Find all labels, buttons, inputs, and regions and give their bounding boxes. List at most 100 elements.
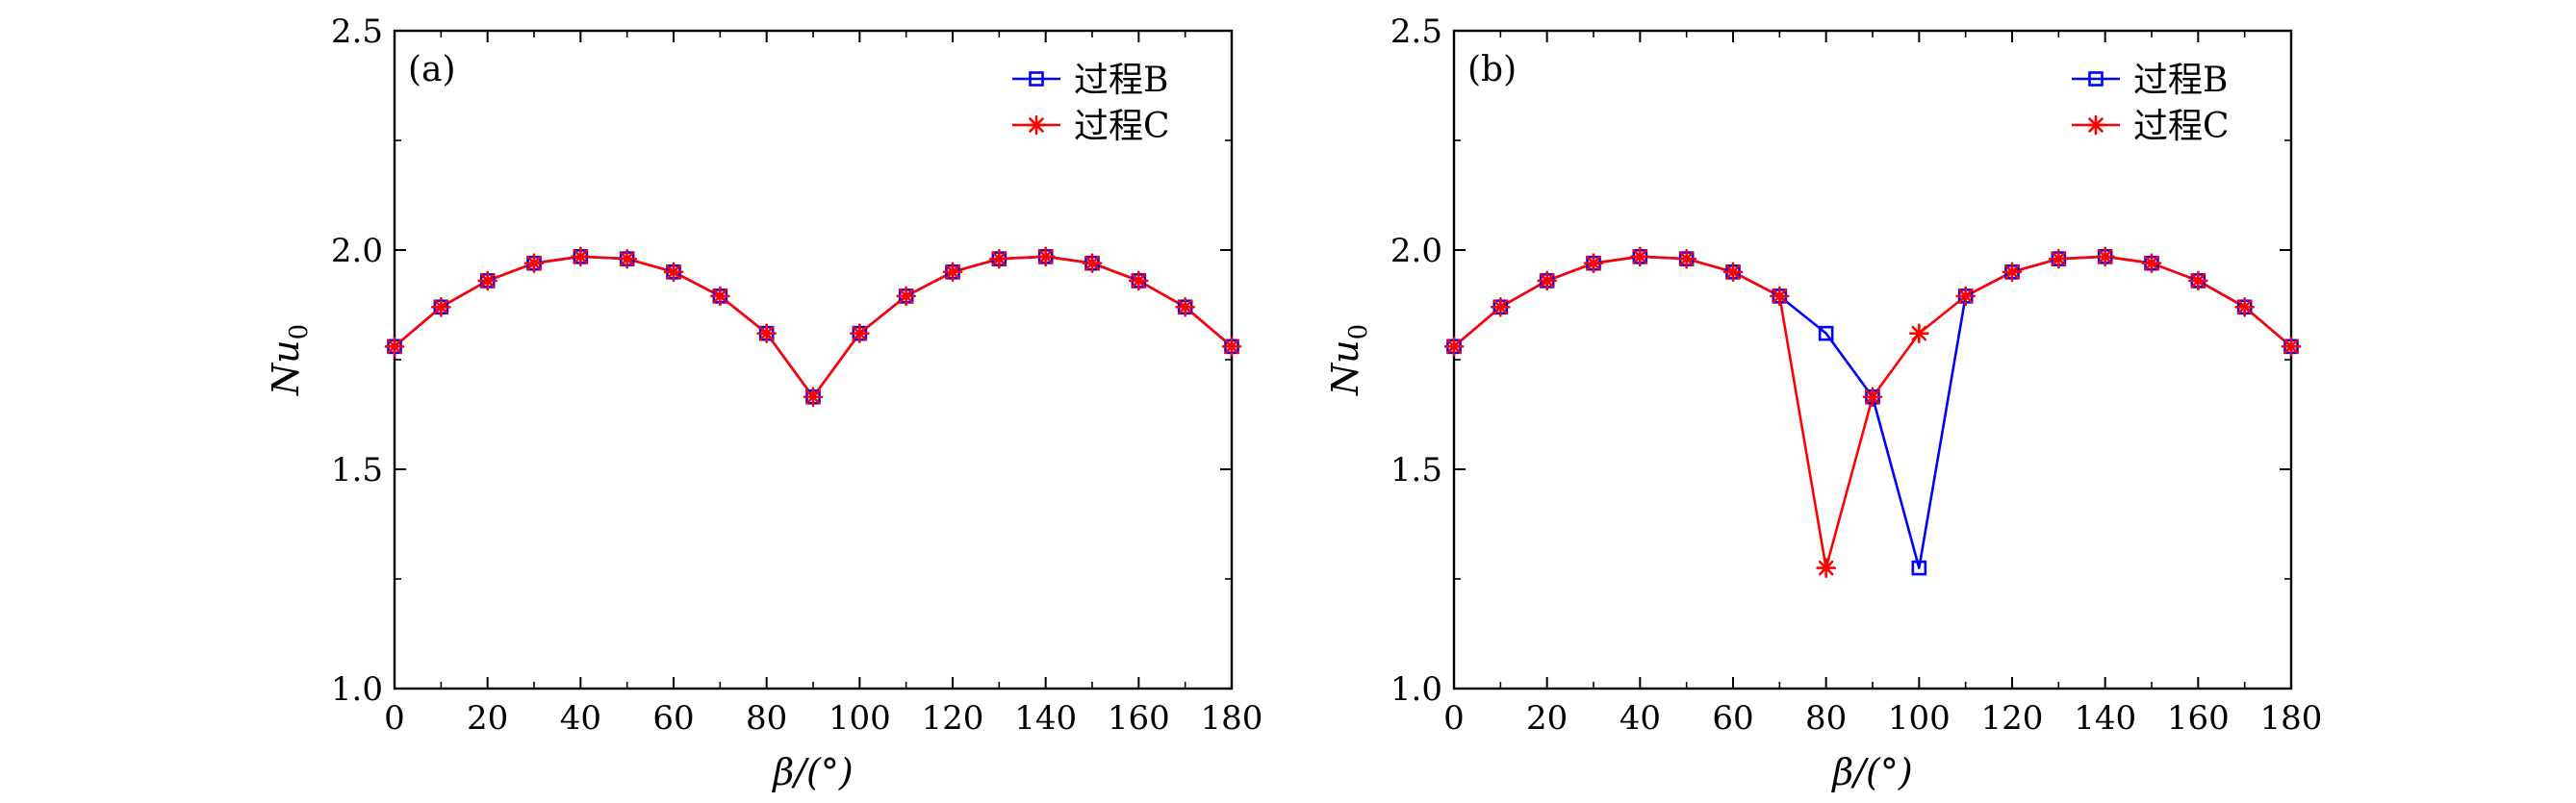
asterisk-stroke [852, 325, 868, 341]
legend-marker [1026, 114, 1047, 136]
asterisk-stroke [758, 325, 775, 341]
y-tick-label: 2.0 [1390, 232, 1442, 270]
asterisk-stroke [1725, 264, 1741, 280]
x-tick-label: 60 [652, 699, 694, 738]
asterisk-stroke [573, 249, 589, 264]
asterisk-stroke [1865, 389, 1880, 405]
x-tick-label: 0 [384, 699, 405, 738]
series-line-c [394, 255, 1233, 399]
asterisk-stroke [1911, 325, 1927, 341]
asterisk-stroke [433, 299, 449, 315]
data-point-c [1909, 323, 1929, 343]
x-tick-label: 20 [1526, 699, 1568, 738]
x-tick-label: 80 [1805, 699, 1847, 738]
asterisk-stroke [2144, 255, 2159, 271]
y-tick-label: 1.0 [331, 670, 383, 709]
data-point-c [1491, 296, 1511, 317]
asterisk-stroke [666, 264, 681, 280]
asterisk-stroke [1084, 255, 1100, 271]
asterisk-stroke [1586, 255, 1601, 271]
data-point-c [1221, 337, 1242, 357]
data-point-c [1583, 253, 1604, 273]
chart-panel-b: 0 20 40 60 80 100 120 140 160 180 1.0 1.5 2.0 2.5 β/(°… [1324, 13, 2322, 793]
data-point-c [1537, 270, 1557, 291]
y-tick-label: 2.5 [1390, 13, 1442, 51]
data-point-c [850, 323, 870, 343]
asterisk-stroke [898, 289, 914, 304]
data-point-c [477, 270, 497, 291]
legend-marker [1029, 71, 1044, 87]
asterisk-stroke [1446, 339, 1462, 355]
asterisk-stroke [2236, 299, 2253, 315]
data-point-c [989, 248, 1009, 269]
data-point-c [523, 253, 545, 273]
data-point-c [571, 246, 591, 267]
data-point-c [896, 286, 916, 307]
asterisk-stroke [2004, 264, 2020, 280]
asterisk-stroke [1957, 289, 1974, 304]
data-point-c [1676, 248, 1696, 269]
data-point-c [1630, 246, 1650, 267]
y-tick-label: 1.5 [331, 451, 383, 489]
x-tick-label: 160 [1108, 699, 1170, 738]
x-tick-label: 20 [467, 699, 508, 738]
x-tick-label: 40 [560, 699, 601, 738]
asterisk-stroke [1818, 560, 1834, 576]
asterisk-stroke [1772, 289, 1788, 304]
data-point-c [1129, 270, 1149, 291]
data-point-c [710, 286, 730, 307]
asterisk-stroke [1224, 339, 1239, 355]
y-axis-title-subscript: 0 [1344, 324, 1373, 340]
y-tick-label: 2.5 [331, 13, 383, 51]
data-point-c [1770, 286, 1790, 307]
asterisk-stroke [619, 251, 635, 266]
asterisk-stroke [387, 339, 402, 355]
data-point-c [1082, 253, 1103, 273]
y-tick-label: 1.0 [1390, 670, 1442, 709]
asterisk-stroke [2283, 339, 2299, 355]
asterisk-stroke [1037, 249, 1054, 264]
series-line-b [1453, 255, 2292, 569]
asterisk-stroke [1177, 299, 1193, 315]
x-tick-label: 120 [922, 699, 984, 738]
asterisk-stroke [991, 251, 1007, 266]
asterisk-stroke [2097, 249, 2113, 264]
x-tick-label: 100 [1888, 699, 1951, 738]
series-line-b [394, 255, 1233, 399]
y-axis-title-main: Nu [1324, 339, 1366, 396]
data-point-c [617, 248, 637, 269]
data-point-c [2049, 248, 2069, 269]
asterisk-stroke [1632, 249, 1648, 264]
x-tick-label: 140 [1014, 699, 1077, 738]
data-point-c [1035, 246, 1056, 267]
data-point-c [756, 323, 777, 343]
x-tick-label: 120 [1981, 699, 2044, 738]
data-point-c [1862, 387, 1883, 408]
y-axis-title: Nu0 [265, 324, 314, 396]
y-tick-label: 1.5 [1390, 451, 1442, 489]
legend-label: 过程B [2133, 61, 2228, 100]
asterisk-stroke [2088, 117, 2104, 133]
panel-label: (b) [1467, 50, 1517, 89]
x-tick-label: 180 [1201, 699, 1263, 738]
data-point-c [384, 337, 405, 357]
data-point-c [663, 262, 684, 283]
legend-label: 过程C [2133, 107, 2230, 146]
data-point-c [1816, 558, 1836, 578]
x-tick-label: 60 [1712, 699, 1753, 738]
asterisk-stroke [1539, 273, 1555, 289]
legend-marker [2088, 71, 2104, 87]
x-axis-title: β/(°) [771, 751, 853, 793]
data-point-c [1955, 286, 1976, 307]
data-point-c [942, 262, 963, 283]
asterisk-stroke [1131, 273, 1147, 289]
asterisk-stroke [2051, 251, 2067, 266]
x-tick-label: 140 [2074, 699, 2136, 738]
x-tick-label: 0 [1443, 699, 1465, 738]
asterisk-stroke [712, 289, 728, 304]
chart-panel-a: 0 20 40 60 80 100 120 140 160 180 1.0 1.5 2.0 2.5 β/(°… [265, 13, 1262, 793]
y-axis-title-main: Nu [265, 339, 307, 396]
data-point-c [1443, 337, 1465, 357]
data-point-c [1175, 296, 1195, 317]
